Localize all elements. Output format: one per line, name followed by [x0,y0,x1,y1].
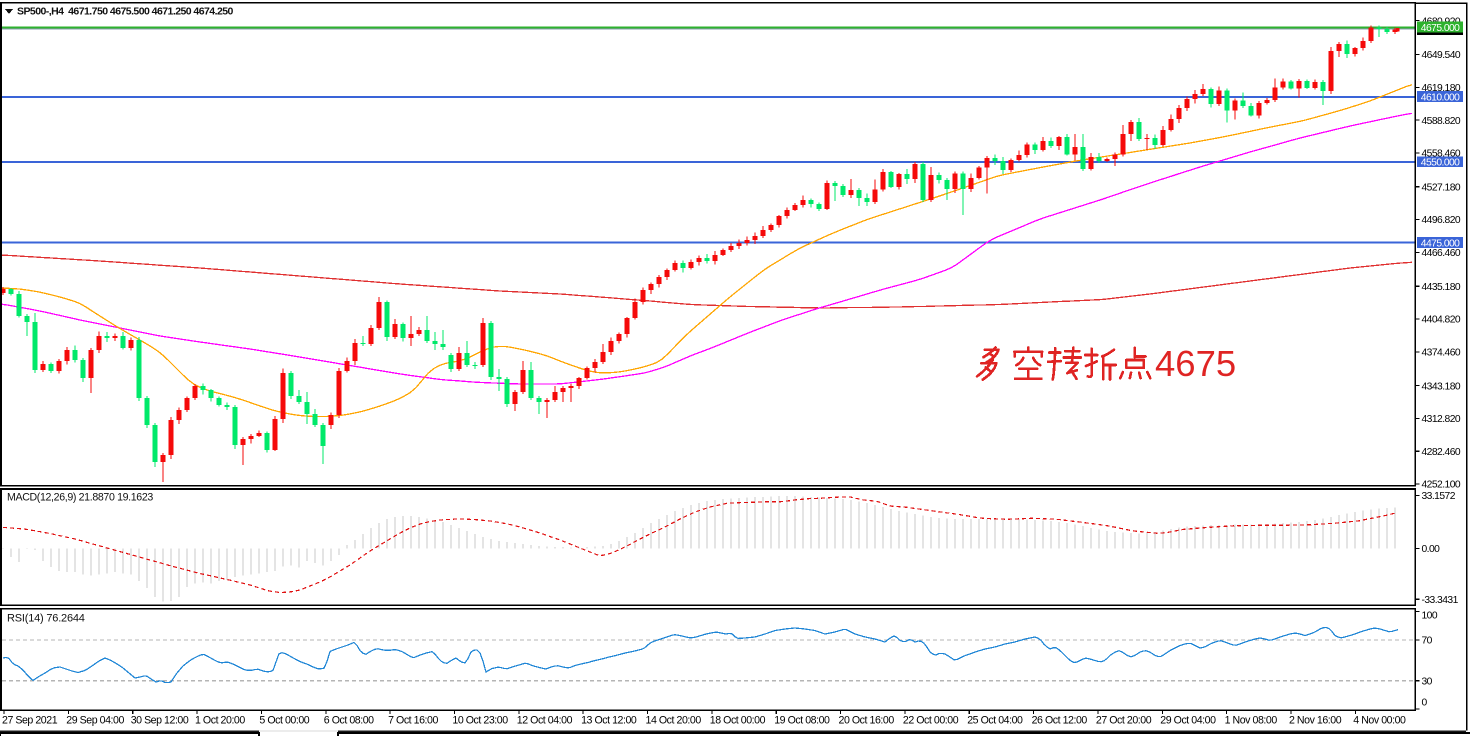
svg-text:6 Oct 08:00: 6 Oct 08:00 [324,714,374,726]
svg-text:25 Oct 04:00: 25 Oct 04:00 [967,714,1023,726]
svg-text:13 Oct 12:00: 13 Oct 12:00 [581,714,637,726]
svg-text:0.00: 0.00 [1422,544,1441,555]
svg-text:1 Oct 20:00: 1 Oct 20:00 [195,714,245,726]
svg-text:19 Oct 08:00: 19 Oct 08:00 [774,714,830,726]
svg-text:26 Oct 12:00: 26 Oct 12:00 [1032,714,1088,726]
svg-text:2 Nov 16:00: 2 Nov 16:00 [1289,714,1342,726]
svg-text:5 Oct 00:00: 5 Oct 00:00 [259,714,309,726]
svg-text:4252.100: 4252.100 [1422,480,1461,491]
svg-text:4550.000: 4550.000 [1421,158,1460,169]
svg-text:4435.180: 4435.180 [1422,282,1461,293]
svg-text:RSI(14) 76.2644: RSI(14) 76.2644 [7,613,85,625]
svg-text:4374.460: 4374.460 [1422,348,1461,359]
svg-text:4404.820: 4404.820 [1422,315,1461,326]
svg-text:4 Nov 00:00: 4 Nov 00:00 [1353,714,1406,726]
svg-text:SP500-,H4 4671.750 4675.500 4: SP500-,H4 4671.750 4675.500 4671.250 467… [17,6,234,18]
svg-text:4312.820: 4312.820 [1422,414,1461,425]
svg-text:4619.180: 4619.180 [1422,83,1461,94]
svg-text:18 Oct 00:00: 18 Oct 00:00 [710,714,766,726]
svg-text:30: 30 [1422,676,1433,687]
svg-text:1 Nov 08:00: 1 Nov 08:00 [1225,714,1278,726]
svg-text:MACD(12,26,9) 21.8870 19.1623: MACD(12,26,9) 21.8870 19.1623 [7,492,153,504]
svg-text:12 Oct 04:00: 12 Oct 04:00 [517,714,573,726]
svg-text:4496.820: 4496.820 [1422,215,1461,226]
svg-text:7 Oct 16:00: 7 Oct 16:00 [388,714,438,726]
svg-text:100: 100 [1422,611,1438,622]
svg-text:33.1572: 33.1572 [1422,491,1456,502]
svg-text:4282.460: 4282.460 [1422,447,1461,458]
svg-text:4610.000: 4610.000 [1421,92,1460,103]
svg-text:4675.000: 4675.000 [1421,23,1460,34]
svg-text:4675: 4675 [1155,343,1236,384]
svg-text:20 Oct 16:00: 20 Oct 16:00 [839,714,895,726]
svg-text:4466.460: 4466.460 [1422,248,1461,259]
svg-text:30 Sep 12:00: 30 Sep 12:00 [131,714,189,726]
svg-text:4558.460: 4558.460 [1422,149,1461,160]
svg-text:4649.540: 4649.540 [1422,50,1461,61]
svg-text:4588.820: 4588.820 [1422,116,1461,127]
svg-text:-33.3431: -33.3431 [1422,595,1459,606]
svg-text:4475.000: 4475.000 [1421,238,1460,249]
svg-text:27 Oct 20:00: 27 Oct 20:00 [1096,714,1152,726]
svg-text:27 Sep 2021: 27 Sep 2021 [2,714,58,726]
svg-text:29 Oct 04:00: 29 Oct 04:00 [1160,714,1216,726]
svg-text:10 Oct 23:00: 10 Oct 23:00 [452,714,508,726]
svg-text:4527.180: 4527.180 [1422,182,1461,193]
svg-text:29 Sep 04:00: 29 Sep 04:00 [66,714,124,726]
svg-text:22 Oct 00:00: 22 Oct 00:00 [903,714,959,726]
svg-text:14 Oct 20:00: 14 Oct 20:00 [646,714,702,726]
svg-text:70: 70 [1422,636,1433,647]
svg-text:0: 0 [1422,698,1428,709]
svg-text:4343.180: 4343.180 [1422,381,1461,392]
